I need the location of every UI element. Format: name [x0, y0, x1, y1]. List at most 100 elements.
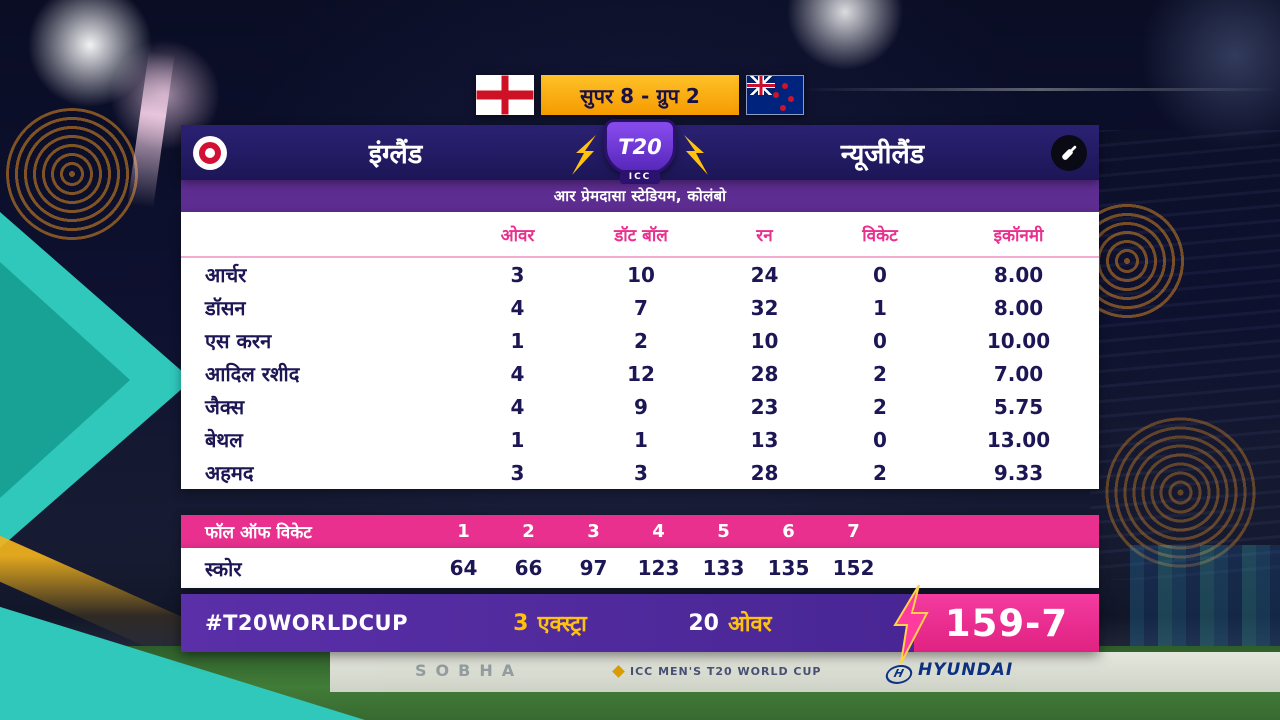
bowler-row: आर्चर 3 10 24 0 8.00 [181, 258, 1099, 291]
col-overs: ओवर [500, 225, 535, 246]
bowler-row: एस करन 1 2 10 0 10.00 [181, 324, 1099, 357]
lightning-bolt-icon [893, 585, 929, 663]
bowler-overs: 4 [510, 394, 525, 419]
bowler-row: अहमद 3 3 28 2 9.33 [181, 456, 1099, 489]
fow-score: 152 [832, 556, 875, 580]
bowler-dots: 3 [634, 460, 648, 485]
colored-seats [1130, 545, 1280, 657]
col-economy: इकॉनमी [993, 225, 1044, 246]
bowler-overs: 1 [510, 427, 525, 452]
ball-ring-icon [199, 141, 221, 164]
col-wickets: विकेट [862, 225, 898, 246]
fow-score: 135 [767, 556, 810, 580]
fow-score: 123 [637, 556, 680, 580]
fow-number: 5 [717, 521, 730, 542]
team-header-bar: इंग्लैंड न्यूजीलैंड T20 IC [181, 119, 1099, 184]
boundary-board-icc: ICC MEN'S T20 WORLD CUP [630, 665, 822, 678]
icc-logo-tab: ICC [619, 170, 661, 184]
bowler-wickets: 2 [873, 361, 887, 386]
bowler-runs: 28 [750, 460, 779, 485]
fow-label: फॉल ऑफ विकेट [205, 523, 312, 543]
bowler-overs: 4 [510, 295, 525, 320]
bowler-runs: 10 [750, 328, 779, 353]
fow-score-row: स्कोर 64 66 97 123 133 135 152 [181, 548, 1099, 588]
bowler-wickets: 1 [873, 295, 887, 320]
bowler-overs: 3 [510, 460, 525, 485]
score-label: स्कोर [205, 556, 242, 581]
t20-logo-shield: T20 [604, 119, 676, 175]
lightning-wing-right-icon [684, 135, 708, 175]
fow-number: 7 [847, 521, 860, 542]
bowler-name: आदिल रशीद [205, 362, 300, 386]
bowler-economy: 8.00 [993, 262, 1044, 287]
hyundai-logo-icon: H [883, 665, 915, 684]
bowler-overs: 1 [510, 328, 525, 353]
extras-value: 3 [513, 610, 529, 636]
bowler-dots: 1 [634, 427, 648, 452]
bowler-economy: 7.00 [993, 361, 1044, 386]
lightning-wing-left-icon [572, 135, 596, 175]
fow-number: 3 [587, 521, 600, 542]
bowler-dots: 2 [634, 328, 648, 353]
bowler-wickets: 0 [873, 427, 887, 452]
fall-of-wickets-bar: फॉल ऑफ विकेट 1 2 3 4 5 6 7 [181, 515, 1099, 548]
fow-score: 97 [579, 556, 608, 580]
boundary-boards: SOBHA ICC MEN'S T20 WORLD CUP H HYUNDAI [330, 652, 1280, 692]
bowler-runs: 23 [750, 394, 779, 419]
scorecard-panel: इंग्लैंड न्यूजीलैंड T20 IC [181, 119, 1099, 663]
t20-world-cup-logo: T20 ICC [570, 119, 710, 195]
bowler-dots: 10 [627, 262, 655, 287]
fow-number: 4 [652, 521, 665, 542]
bowling-table: ओवर डॉट बॉल रन विकेट इकॉनमी आर्चर 3 10 2… [181, 212, 1099, 489]
hyundai-wordmark: HYUNDAI [918, 660, 1014, 680]
fow-score: 66 [514, 556, 543, 580]
new-zealand-flag [746, 75, 804, 115]
bowler-runs: 24 [750, 262, 779, 287]
bowler-economy: 10.00 [986, 328, 1051, 353]
bowler-row: जैक्स 4 9 23 2 5.75 [181, 390, 1099, 423]
stage-banner: सुपर 8 - ग्रुप 2 [476, 75, 804, 115]
bowler-wickets: 0 [873, 262, 887, 287]
hashtag-label: #T20WORLDCUP [205, 611, 408, 635]
bowler-dots: 12 [627, 361, 655, 386]
cricket-bat-icon [1062, 145, 1077, 160]
extras-label: एक्स्ट्रा [537, 612, 587, 637]
boundary-board-hyundai: H HYUNDAI [883, 660, 1014, 684]
fow-number: 1 [457, 521, 470, 542]
stage-label: सुपर 8 - ग्रुप 2 [541, 75, 739, 115]
bowler-dots: 7 [634, 295, 648, 320]
bowler-wickets: 0 [873, 328, 887, 353]
team-away-name: न्यूजीलैंड [840, 139, 925, 170]
fow-number: 6 [782, 521, 795, 542]
bowler-overs: 3 [510, 262, 525, 287]
bowler-name: जैक्स [205, 395, 245, 419]
bowler-runs: 28 [750, 361, 779, 386]
bowler-runs: 32 [750, 295, 779, 320]
table-header-row: ओवर डॉट बॉल रन विकेट इकॉनमी [181, 212, 1099, 258]
batting-team-badge [1051, 134, 1087, 171]
bowler-name: आर्चर [205, 263, 247, 287]
fow-number: 2 [522, 521, 535, 542]
overs-stat: 20 ओवर [645, 594, 815, 652]
overs-value: 20 [688, 610, 719, 636]
bowler-runs: 13 [750, 427, 779, 452]
bowler-wickets: 2 [873, 394, 887, 419]
fow-score: 133 [702, 556, 745, 580]
col-dot-balls: डॉट बॉल [614, 225, 668, 246]
union-jack-canton [747, 76, 775, 95]
bowler-name: एस करन [205, 329, 272, 353]
bowler-economy: 9.33 [993, 460, 1044, 485]
bowler-overs: 4 [510, 361, 525, 386]
bowler-economy: 5.75 [993, 394, 1044, 419]
bowler-row: आदिल रशीद 4 12 28 2 7.00 [181, 357, 1099, 390]
bowler-wickets: 2 [873, 460, 887, 485]
bowler-name: डॉसन [205, 296, 246, 320]
overs-label: ओवर [727, 612, 772, 637]
stadium-rooflights [800, 88, 1280, 91]
england-flag [476, 75, 534, 115]
total-score-box: 159-7 [914, 594, 1099, 652]
fow-score: 64 [449, 556, 478, 580]
bowler-name: बेथल [205, 428, 243, 452]
bowler-row: बेथल 1 1 13 0 13.00 [181, 423, 1099, 456]
